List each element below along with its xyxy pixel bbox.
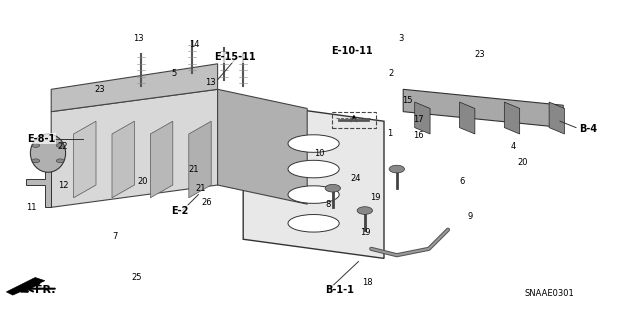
Text: 9: 9	[467, 212, 472, 221]
Text: 15: 15	[402, 96, 412, 105]
Text: 19: 19	[360, 228, 370, 237]
Text: 1: 1	[387, 130, 392, 138]
Polygon shape	[415, 102, 430, 134]
Ellipse shape	[288, 135, 339, 152]
Circle shape	[32, 144, 40, 147]
Text: E-8-1: E-8-1	[27, 134, 55, 144]
Text: FR.: FR.	[35, 285, 56, 295]
Text: 22: 22	[58, 142, 68, 151]
Polygon shape	[26, 153, 51, 207]
Text: 17: 17	[413, 115, 424, 124]
Text: 7: 7	[112, 232, 117, 241]
Polygon shape	[6, 278, 45, 295]
Text: 26: 26	[202, 198, 212, 207]
Polygon shape	[150, 121, 173, 198]
Circle shape	[56, 159, 64, 163]
Text: 23: 23	[95, 85, 106, 94]
Text: 23: 23	[475, 50, 486, 59]
Polygon shape	[74, 121, 96, 198]
Text: E-15-11: E-15-11	[214, 52, 256, 63]
Text: 4: 4	[511, 142, 516, 151]
Text: 19: 19	[371, 193, 381, 202]
Ellipse shape	[31, 134, 65, 172]
Circle shape	[56, 144, 64, 147]
Text: B-1-1: B-1-1	[325, 285, 354, 295]
Polygon shape	[189, 121, 211, 198]
Text: 13: 13	[133, 34, 144, 43]
Text: 20: 20	[517, 158, 527, 167]
Polygon shape	[51, 89, 218, 207]
Text: 24: 24	[351, 174, 361, 183]
Text: 13: 13	[205, 78, 216, 87]
Text: 16: 16	[413, 131, 424, 140]
Text: 2: 2	[388, 69, 394, 78]
Polygon shape	[218, 89, 307, 204]
Text: 21: 21	[189, 165, 199, 174]
Text: E-10-11: E-10-11	[332, 46, 373, 56]
Polygon shape	[243, 102, 384, 258]
Polygon shape	[460, 102, 475, 134]
Ellipse shape	[288, 186, 339, 204]
Polygon shape	[504, 102, 520, 134]
Ellipse shape	[288, 160, 339, 178]
Text: 10: 10	[314, 149, 324, 158]
Text: 11: 11	[26, 203, 36, 212]
Circle shape	[32, 159, 40, 163]
Text: B-4: B-4	[579, 124, 597, 134]
Text: 25: 25	[131, 273, 141, 282]
Polygon shape	[403, 89, 563, 128]
Circle shape	[389, 165, 404, 173]
Circle shape	[325, 184, 340, 192]
Text: 5: 5	[172, 69, 177, 78]
Text: E-2: E-2	[172, 205, 189, 216]
Polygon shape	[112, 121, 134, 198]
Ellipse shape	[288, 215, 339, 232]
Text: 20: 20	[138, 177, 148, 186]
Text: 14: 14	[189, 40, 199, 49]
Circle shape	[357, 207, 372, 214]
Text: SNAAE0301: SNAAE0301	[525, 289, 575, 298]
Polygon shape	[51, 64, 218, 112]
Text: 18: 18	[362, 278, 372, 287]
Polygon shape	[549, 102, 564, 134]
Text: 21: 21	[195, 184, 205, 193]
Text: 3: 3	[398, 34, 403, 43]
Text: 6: 6	[460, 177, 465, 186]
Text: 8: 8	[325, 200, 330, 209]
Text: 12: 12	[58, 181, 68, 189]
